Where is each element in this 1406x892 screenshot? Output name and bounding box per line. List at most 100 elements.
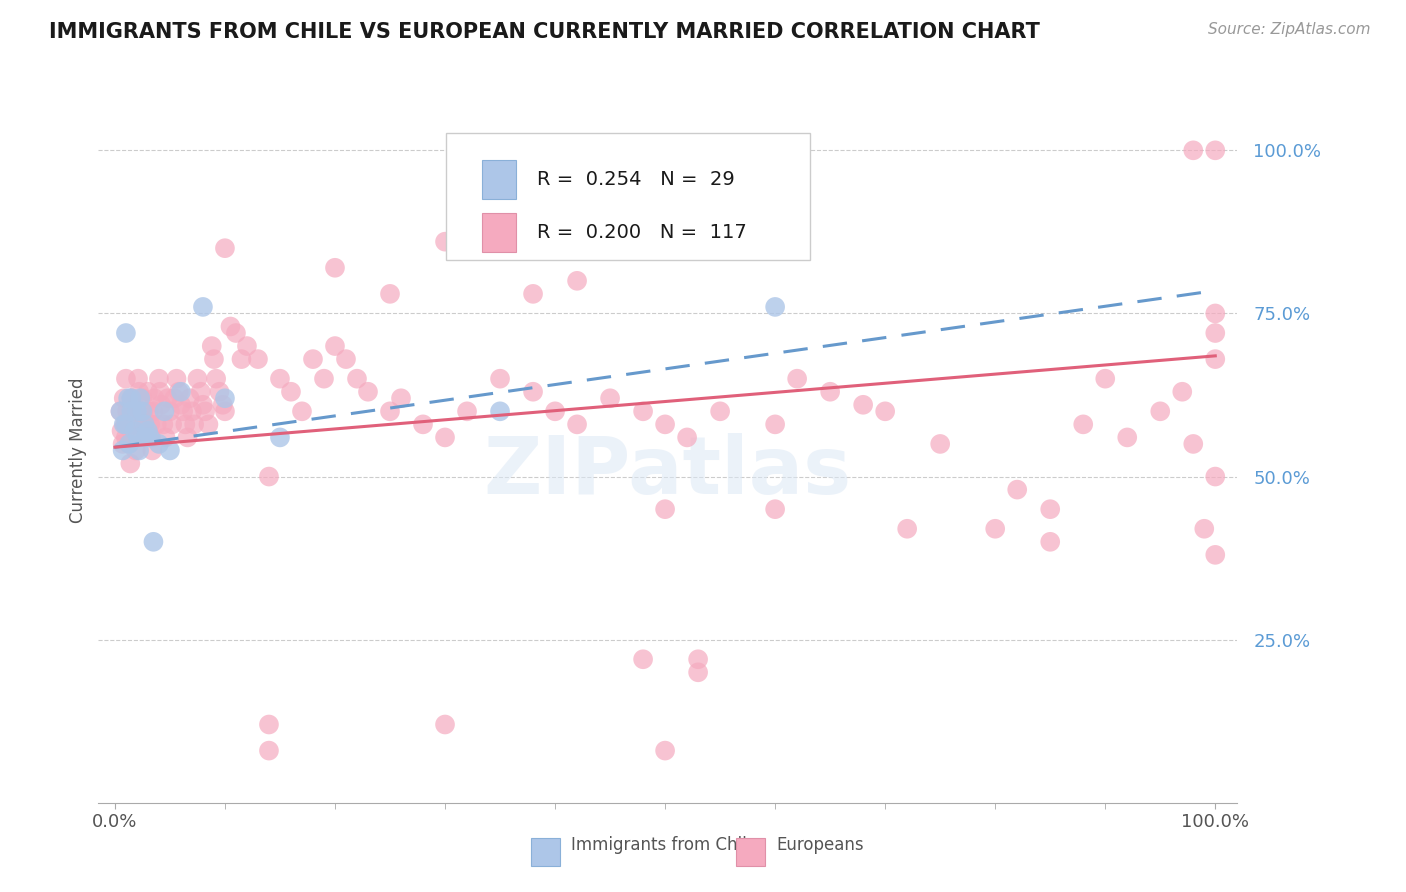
Europeans [489,372,512,386]
Europeans [143,391,166,405]
Europeans [456,404,478,418]
Europeans [544,404,567,418]
Europeans [1182,144,1205,158]
Immigrants from Chile [142,534,165,549]
Europeans [852,398,875,412]
Europeans [654,502,676,516]
Europeans [160,417,183,432]
Europeans [896,522,918,536]
Europeans [118,437,141,451]
Europeans [214,404,236,418]
Immigrants from Chile [134,417,156,432]
Europeans [1005,483,1028,497]
Immigrants from Chile [125,404,148,418]
Europeans [1204,326,1226,340]
Text: Europeans: Europeans [776,836,863,854]
Europeans [1039,534,1062,549]
Europeans [654,743,676,757]
Europeans [1039,502,1062,516]
Europeans [291,404,314,418]
Immigrants from Chile [110,404,132,418]
Europeans [929,437,952,451]
Europeans [149,384,172,399]
Europeans [110,404,132,418]
Immigrants from Chile [153,404,176,418]
Immigrants from Chile [139,430,162,444]
Europeans [323,260,346,275]
Europeans [211,398,233,412]
Immigrants from Chile [115,326,138,340]
Europeans [134,417,156,432]
Immigrants from Chile [120,404,142,418]
Immigrants from Chile [120,391,142,405]
Europeans [357,384,380,399]
Europeans [434,235,457,249]
Europeans [257,717,280,731]
Europeans [125,443,148,458]
Bar [482,160,516,199]
Europeans [186,372,208,386]
Europeans [202,352,225,367]
Immigrants from Chile [489,404,512,418]
Europeans [676,430,699,444]
Immigrants from Chile [269,430,291,444]
Immigrants from Chile [127,430,149,444]
Europeans [159,404,181,418]
Europeans [434,717,457,731]
Europeans [205,372,228,386]
Europeans [312,372,335,386]
Europeans [201,339,224,353]
Europeans [174,417,197,432]
Europeans [1204,548,1226,562]
FancyBboxPatch shape [446,134,810,260]
Europeans [115,372,138,386]
Europeans [1204,144,1226,158]
Immigrants from Chile [128,443,150,458]
Europeans [141,443,163,458]
Immigrants from Chile [159,443,181,458]
Immigrants from Chile [129,391,152,405]
Europeans [117,417,139,432]
Bar [482,213,516,252]
Europeans [1116,430,1139,444]
Europeans [984,522,1007,536]
Europeans [1171,384,1194,399]
Europeans [191,398,214,412]
Europeans [148,372,170,386]
Europeans [257,743,280,757]
Europeans [152,417,174,432]
Europeans [156,391,179,405]
Europeans [378,404,401,418]
Europeans [145,417,167,432]
Europeans [231,352,253,367]
Europeans [131,417,153,432]
Europeans [1094,372,1116,386]
Europeans [172,404,194,418]
Europeans [111,437,134,451]
Europeans [112,391,135,405]
Europeans [875,404,897,418]
Immigrants from Chile [118,437,141,451]
Europeans [1182,437,1205,451]
Europeans [786,372,808,386]
Europeans [131,391,153,405]
Europeans [522,384,544,399]
Bar [531,838,560,866]
Europeans [763,417,786,432]
Europeans [565,274,588,288]
Europeans [818,384,841,399]
Europeans [631,652,654,666]
Text: Source: ZipAtlas.com: Source: ZipAtlas.com [1208,22,1371,37]
Europeans [128,384,150,399]
Immigrants from Chile [136,424,159,438]
Immigrants from Chile [115,417,138,432]
Europeans [1149,404,1171,418]
Europeans [135,430,157,444]
Europeans [132,404,155,418]
Europeans [194,404,217,418]
Europeans [269,372,291,386]
Europeans [167,384,190,399]
Europeans [246,352,269,367]
Text: R =  0.254   N =  29: R = 0.254 N = 29 [537,169,734,189]
Immigrants from Chile [117,391,139,405]
